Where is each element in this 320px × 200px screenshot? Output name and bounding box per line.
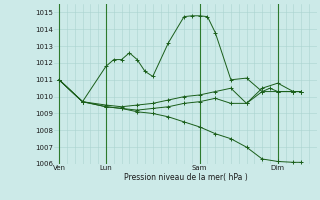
X-axis label: Pression niveau de la mer( hPa ): Pression niveau de la mer( hPa ) (124, 173, 247, 182)
